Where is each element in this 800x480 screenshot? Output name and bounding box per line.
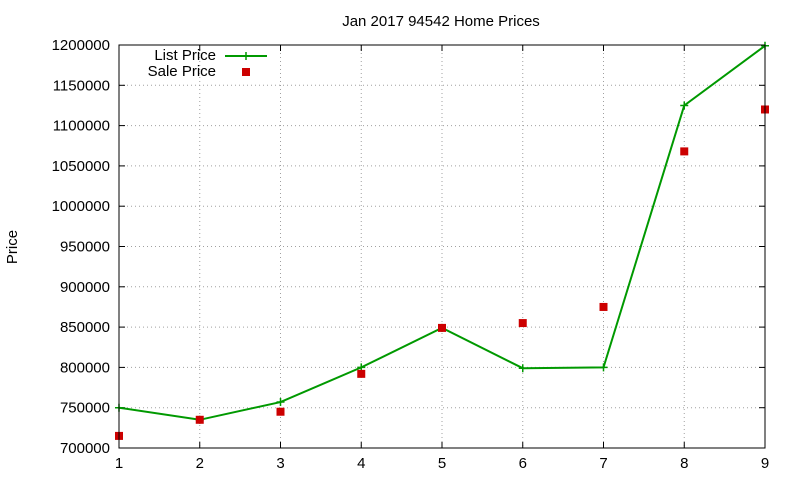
x-tick-label: 1 xyxy=(115,455,123,472)
x-tick-label: 3 xyxy=(276,455,284,472)
sale-price-point xyxy=(195,415,204,424)
grid xyxy=(119,45,765,448)
legend-marker-list-price xyxy=(242,52,250,60)
sale-price-point xyxy=(599,302,608,311)
sale-price-point xyxy=(518,319,527,328)
y-tick-label: 1100000 xyxy=(53,118,110,135)
x-tick-label: 9 xyxy=(761,455,769,472)
y-tick-label: 1050000 xyxy=(52,158,110,175)
chart-title: Jan 2017 94542 Home Prices xyxy=(342,13,540,30)
y-tick-label: 1200000 xyxy=(52,37,110,54)
list-price-point xyxy=(518,364,527,373)
x-tick-label: 5 xyxy=(438,455,446,472)
sale-price-point xyxy=(357,369,366,378)
y-tick-label: 700000 xyxy=(60,440,110,457)
tick-labels: 700000 750000 800000 850000 900000 950000 1000… xyxy=(52,37,770,472)
x-tick-label: 2 xyxy=(196,455,204,472)
legend-marker-sale-price xyxy=(242,68,250,76)
y-tick-label: 750000 xyxy=(60,400,110,417)
sale-price-point xyxy=(680,147,689,156)
y-tick-label: 900000 xyxy=(60,279,110,296)
list-price-point xyxy=(680,101,689,110)
sale-price-point xyxy=(438,323,446,332)
y-tick-label: 950000 xyxy=(60,239,110,256)
x-tick-label: 6 xyxy=(519,455,527,472)
x-tick-label: 8 xyxy=(680,455,688,472)
y-tick-label: 1150000 xyxy=(53,77,110,94)
x-tick-label: 4 xyxy=(357,455,365,472)
y-axis-label: Price xyxy=(4,230,21,264)
legend-label-list-price: List Price xyxy=(154,47,216,64)
list-price-point xyxy=(276,398,285,407)
legend-label-sale-price: Sale Price xyxy=(148,63,216,80)
y-tick-label: 850000 xyxy=(60,319,110,336)
y-tick-label: 800000 xyxy=(60,359,110,376)
y-tick-label: 1000000 xyxy=(52,198,110,215)
x-tick-label: 7 xyxy=(599,455,607,472)
list-price-point xyxy=(599,363,608,372)
sale-price-point xyxy=(276,407,285,416)
plot-frame xyxy=(118,44,766,449)
